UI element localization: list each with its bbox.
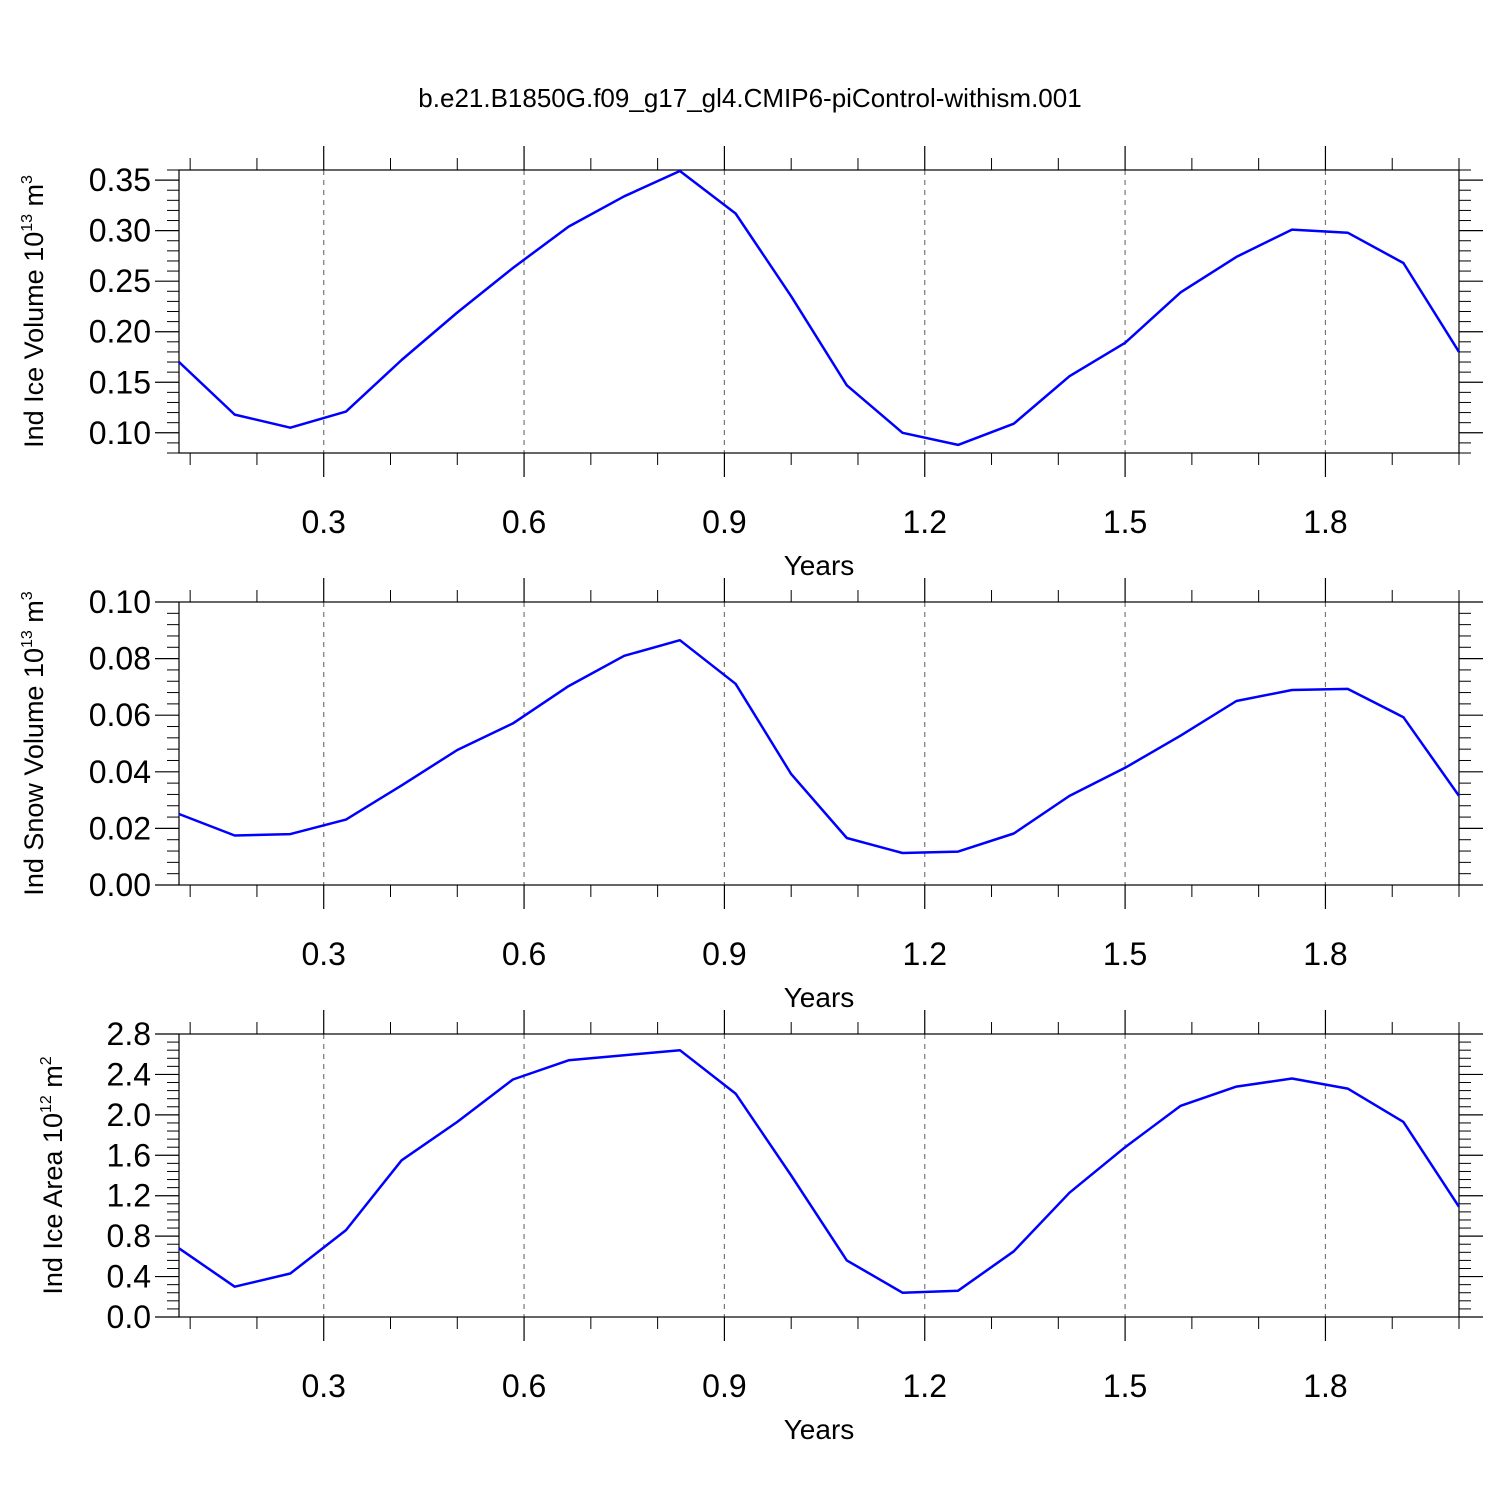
y-tick-label: 0.06 [89,697,151,733]
x-axis-label: Years [784,982,855,1013]
x-tick-label: 0.9 [702,936,746,972]
x-tick-label: 0.9 [702,1368,746,1404]
x-axis-label: Years [784,1414,855,1445]
series-line [178,1048,1461,1294]
y-tick-label: 2.8 [107,1016,151,1052]
y-tick-label: 0.02 [89,810,151,846]
y-tick-label: 0.04 [89,754,151,790]
y-axis-label: Ind Ice Area 1012 m2 [38,1056,68,1294]
y-tick-label: 0.00 [89,867,151,903]
y-tick-label: 0.20 [89,314,151,350]
x-tick-label: 0.9 [702,504,746,540]
x-tick-label: 0.3 [301,936,345,972]
plot-frame [178,169,1460,454]
y-tick-label: 0.4 [107,1259,151,1295]
y-tick-label: 0.25 [89,263,151,299]
y-tick-label: 0.8 [107,1218,151,1254]
x-tick-label: 1.2 [903,1368,947,1404]
x-tick-label: 1.5 [1103,936,1147,972]
series-line [178,169,1461,447]
panel-3: 0.3 0.6 0.9 1.2 1.5 1.8 0.0 0.4 0.8 1.2 1.6 2.0 2.4 2… [38,1010,1483,1445]
x-tick-label: 0.6 [502,1368,546,1404]
y-tick-label: 0.08 [89,641,151,677]
y-tick-label: 2.4 [107,1056,151,1092]
y-tick-label: 0.10 [89,584,151,620]
x-axis-label: Years [784,550,855,581]
x-tick-label: 0.6 [502,936,546,972]
figure-title: b.e21.B1850G.f09_g17_gl4.CMIP6-piControl… [418,83,1081,113]
y-tick-label: 0.35 [89,162,151,198]
y-tick-label: 0.15 [89,364,151,400]
x-tick-label: 1.5 [1103,504,1147,540]
x-tick-label: 1.5 [1103,1368,1147,1404]
y-axis-label: Ind Snow Volume 1013 m3 [19,591,49,895]
y-tick-label: 0.10 [89,415,151,451]
y-tick-label: 2.0 [107,1097,151,1133]
panel-1: 0.3 0.6 0.9 1.2 1.5 1.8 0.10 0.15 0.20 0.25 0.30 0.… [19,146,1483,581]
panels: 0.3 0.6 0.9 1.2 1.5 1.8 0.10 0.15 0.20 0.25 0.30 0.… [19,146,1483,1445]
y-tick-label: 1.6 [107,1137,151,1173]
plot-frame [178,1033,1460,1318]
y-tick-label: 1.2 [107,1178,151,1214]
x-tick-label: 1.2 [903,504,947,540]
plot-frame [178,601,1460,886]
x-tick-label: 1.8 [1303,1368,1347,1404]
x-tick-label: 0.3 [301,1368,345,1404]
y-tick-label: 0.0 [107,1299,151,1335]
x-tick-label: 0.6 [502,504,546,540]
panel-2: 0.3 0.6 0.9 1.2 1.5 1.8 0.00 0.02 0.04 0.06 0.08 0.… [19,578,1483,1013]
x-tick-label: 0.3 [301,504,345,540]
y-axis-label: Ind Ice Volume 1013 m3 [19,175,49,448]
x-tick-label: 1.8 [1303,936,1347,972]
x-tick-label: 1.8 [1303,504,1347,540]
y-tick-label: 0.30 [89,213,151,249]
x-tick-label: 1.2 [903,936,947,972]
series-line [178,638,1461,855]
